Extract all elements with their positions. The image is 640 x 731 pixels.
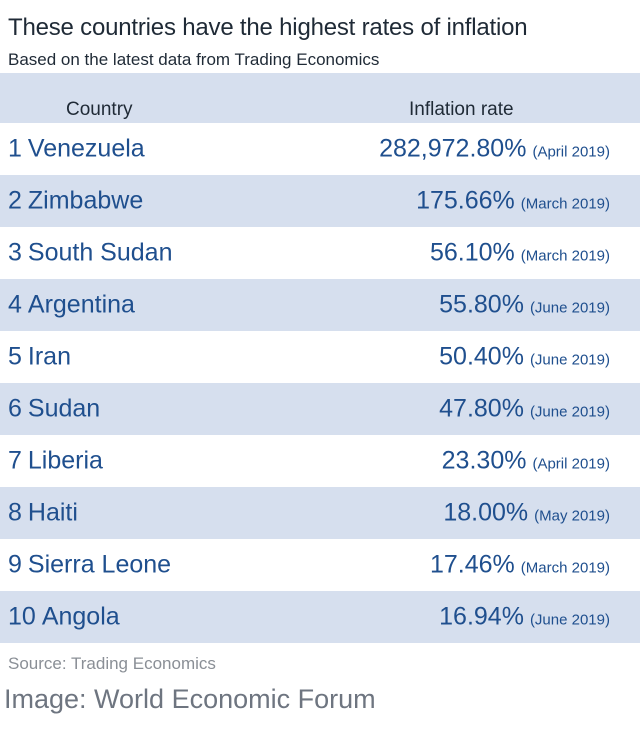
inflation-rate-value: 50.40% xyxy=(439,342,524,371)
inflation-rate-date: (June 2019) xyxy=(529,299,610,317)
inflation-rate-cell: 47.80% (June 2019) xyxy=(439,395,610,424)
inflation-rate-value: 175.66% xyxy=(416,186,515,215)
country-name: Liberia xyxy=(27,446,103,475)
country-cell: 5 Iran xyxy=(8,343,71,372)
inflation-rate-value: 18.00% xyxy=(443,498,529,527)
country-name: Angola xyxy=(41,602,120,631)
rank-label: 10 xyxy=(8,602,36,631)
table-header: Country Inflation rate xyxy=(0,73,640,123)
rank-label: 2 xyxy=(8,186,22,215)
country-name: Sudan xyxy=(27,394,101,423)
page-title: These countries have the highest rates o… xyxy=(8,14,528,41)
inflation-rate-date: (March 2019) xyxy=(520,195,610,213)
inflation-rate-value: 47.80% xyxy=(439,394,524,423)
table-row: 10 Angola 16.94% (June 2019) xyxy=(0,591,640,643)
inflation-rate-cell: 55.80% (June 2019) xyxy=(439,291,610,320)
country-cell: 9 Sierra Leone xyxy=(8,551,171,580)
inflation-rate-date: (June 2019) xyxy=(529,351,610,369)
country-name: Iran xyxy=(27,342,71,371)
table-row: 4 Argentina 55.80% (June 2019) xyxy=(0,279,640,331)
table-row: 3 South Sudan 56.10% (March 2019) xyxy=(0,227,640,279)
rank-label: 3 xyxy=(8,238,22,267)
inflation-rate-cell: 175.66% (March 2019) xyxy=(416,187,610,216)
inflation-rate-cell: 23.30% (April 2019) xyxy=(442,447,610,476)
country-cell: 4 Argentina xyxy=(8,291,135,320)
table-row: 6 Sudan 47.80% (June 2019) xyxy=(0,383,640,435)
inflation-rate-value: 55.80% xyxy=(439,290,524,319)
table-row: 7 Liberia 23.30% (April 2019) xyxy=(0,435,640,487)
country-name: Haiti xyxy=(27,498,78,527)
country-name: Sierra Leone xyxy=(27,550,172,579)
country-cell: 8 Haiti xyxy=(8,499,78,528)
inflation-rate-date: (May 2019) xyxy=(534,507,610,525)
table-row: 8 Haiti 18.00% (May 2019) xyxy=(0,487,640,539)
inflation-rate-value: 16.94% xyxy=(439,602,524,631)
inflation-rate-cell: 56.10% (March 2019) xyxy=(430,239,610,268)
inflation-rate-cell: 18.00% (May 2019) xyxy=(443,499,610,528)
inflation-rate-date: (June 2019) xyxy=(529,403,610,421)
inflation-rate-value: 282,972.80% xyxy=(379,134,527,163)
table-row: 9 Sierra Leone 17.46% (March 2019) xyxy=(0,539,640,591)
rank-label: 7 xyxy=(8,446,22,475)
inflation-rate-date: (June 2019) xyxy=(529,611,610,629)
inflation-rate-date: (March 2019) xyxy=(520,247,610,265)
inflation-rate-cell: 50.40% (June 2019) xyxy=(439,343,610,372)
inflation-table: Country Inflation rate 1 Venezuela 282,972… xyxy=(0,73,640,643)
country-cell: 1 Venezuela xyxy=(8,135,145,164)
rank-label: 8 xyxy=(8,498,22,527)
country-cell: 6 Sudan xyxy=(8,395,100,424)
country-name: Argentina xyxy=(27,290,135,319)
table-body: 1 Venezuela 282,972.80% (April 2019) 2 Zimbab… xyxy=(0,123,640,643)
rank-label: 4 xyxy=(8,290,22,319)
country-cell: 3 South Sudan xyxy=(8,239,172,268)
country-cell: 10 Angola xyxy=(8,603,120,632)
table-row: 1 Venezuela 282,972.80% (April 2019) xyxy=(0,123,640,175)
page-subtitle: Based on the latest data from Trading Ec… xyxy=(8,50,380,69)
table-row: 5 Iran 50.40% (June 2019) xyxy=(0,331,640,383)
inflation-rate-date: (April 2019) xyxy=(532,455,610,473)
inflation-rate-date: (March 2019) xyxy=(520,559,610,577)
country-name: South Sudan xyxy=(27,238,173,267)
column-header-country: Country xyxy=(66,99,133,120)
rank-label: 6 xyxy=(8,394,22,423)
inflation-rate-cell: 16.94% (June 2019) xyxy=(439,603,610,632)
country-cell: 2 Zimbabwe xyxy=(8,187,143,216)
rank-label: 9 xyxy=(8,550,22,579)
inflation-rate-cell: 282,972.80% (April 2019) xyxy=(379,135,610,164)
inflation-rate-cell: 17.46% (March 2019) xyxy=(430,551,610,580)
inflation-rate-value: 17.46% xyxy=(430,550,515,579)
source-note: Source: Trading Economics xyxy=(8,654,216,673)
table-row: 2 Zimbabwe 175.66% (March 2019) xyxy=(0,175,640,227)
inflation-rate-value: 56.10% xyxy=(430,238,515,267)
country-name: Venezuela xyxy=(27,134,145,163)
country-cell: 7 Liberia xyxy=(8,447,103,476)
rank-label: 1 xyxy=(8,134,22,163)
inflation-rate-date: (April 2019) xyxy=(532,143,610,161)
rank-label: 5 xyxy=(8,342,22,371)
image-credit: Image: World Economic Forum xyxy=(4,684,376,714)
country-name: Zimbabwe xyxy=(27,186,144,215)
inflation-rate-value: 23.30% xyxy=(441,446,527,475)
column-header-inflation-rate: Inflation rate xyxy=(409,99,514,120)
